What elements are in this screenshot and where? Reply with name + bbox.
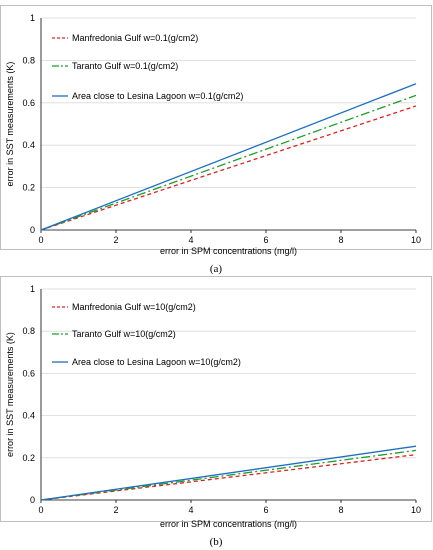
y-tick-label: 0.8 (22, 55, 35, 65)
legend-label: Manfredonia Gulf w=0.1(g/cm2) (72, 33, 198, 43)
x-axis-label: error in SPM concentrations (mg/l) (160, 519, 297, 529)
x-axis-label: error in SPM concentrations (mg/l) (160, 246, 297, 256)
panel-label: (b) (210, 536, 223, 548)
x-tick-label: 4 (188, 235, 193, 245)
x-tick-label: 0 (38, 505, 43, 515)
legend-label: Taranto Gulf w=10(g/cm2) (72, 329, 176, 339)
x-tick-label: 2 (113, 505, 118, 515)
series-line-lesina (40, 445, 417, 501)
x-tick-label: 4 (188, 505, 193, 515)
y-tick-label: 0.2 (22, 183, 35, 193)
legend-label: Area close to Lesina Lagoon w=0.1(g/cm2) (72, 91, 243, 101)
legend: Manfredonia Gulf w=10(g/cm2) Taranto Gulf… (52, 302, 241, 367)
y-tick-label: 0.2 (22, 453, 35, 463)
y-tick-label: 0.8 (22, 326, 35, 336)
x-tick-label: 0 (38, 235, 43, 245)
series-line-taranto (40, 449, 417, 501)
chart-frame (0, 5, 432, 250)
series-line-manfredonia (40, 105, 417, 231)
x-tick-label: 10 (411, 235, 421, 245)
legend-label: Manfredonia Gulf w=10(g/cm2) (72, 302, 196, 312)
y-tick-label: 0.4 (22, 411, 35, 421)
x-tick-label: 2 (113, 235, 118, 245)
y-tick-label: 1 (30, 13, 35, 23)
series-line-taranto (40, 94, 417, 231)
y-tick-label: 0.4 (22, 140, 35, 150)
y-axis-label: error in SST measurements (K) (5, 62, 15, 187)
y-tick-label: 1 (30, 284, 35, 294)
x-tick-label: 6 (263, 505, 268, 515)
y-tick-label: 0 (30, 495, 35, 505)
chart-frame (0, 276, 432, 522)
legend: Manfredonia Gulf w=0.1(g/cm2) Taranto Gul… (52, 33, 243, 101)
y-tick-label: 0 (30, 225, 35, 235)
x-tick-label: 10 (411, 505, 421, 515)
y-axis-label: error in SST measurements (K) (5, 332, 15, 457)
panel-label: (a) (210, 263, 223, 275)
x-tick-label: 8 (338, 235, 343, 245)
legend-label: Area close to Lesina Lagoon w=10(g/cm2) (72, 357, 241, 367)
x-tick-label: 6 (263, 235, 268, 245)
y-tick-label: 0.6 (22, 98, 35, 108)
legend-label: Taranto Gulf w=0.1(g/cm2) (72, 61, 178, 71)
x-tick-label: 8 (338, 505, 343, 515)
series-line-lesina (40, 83, 417, 231)
y-tick-label: 0.6 (22, 368, 35, 378)
